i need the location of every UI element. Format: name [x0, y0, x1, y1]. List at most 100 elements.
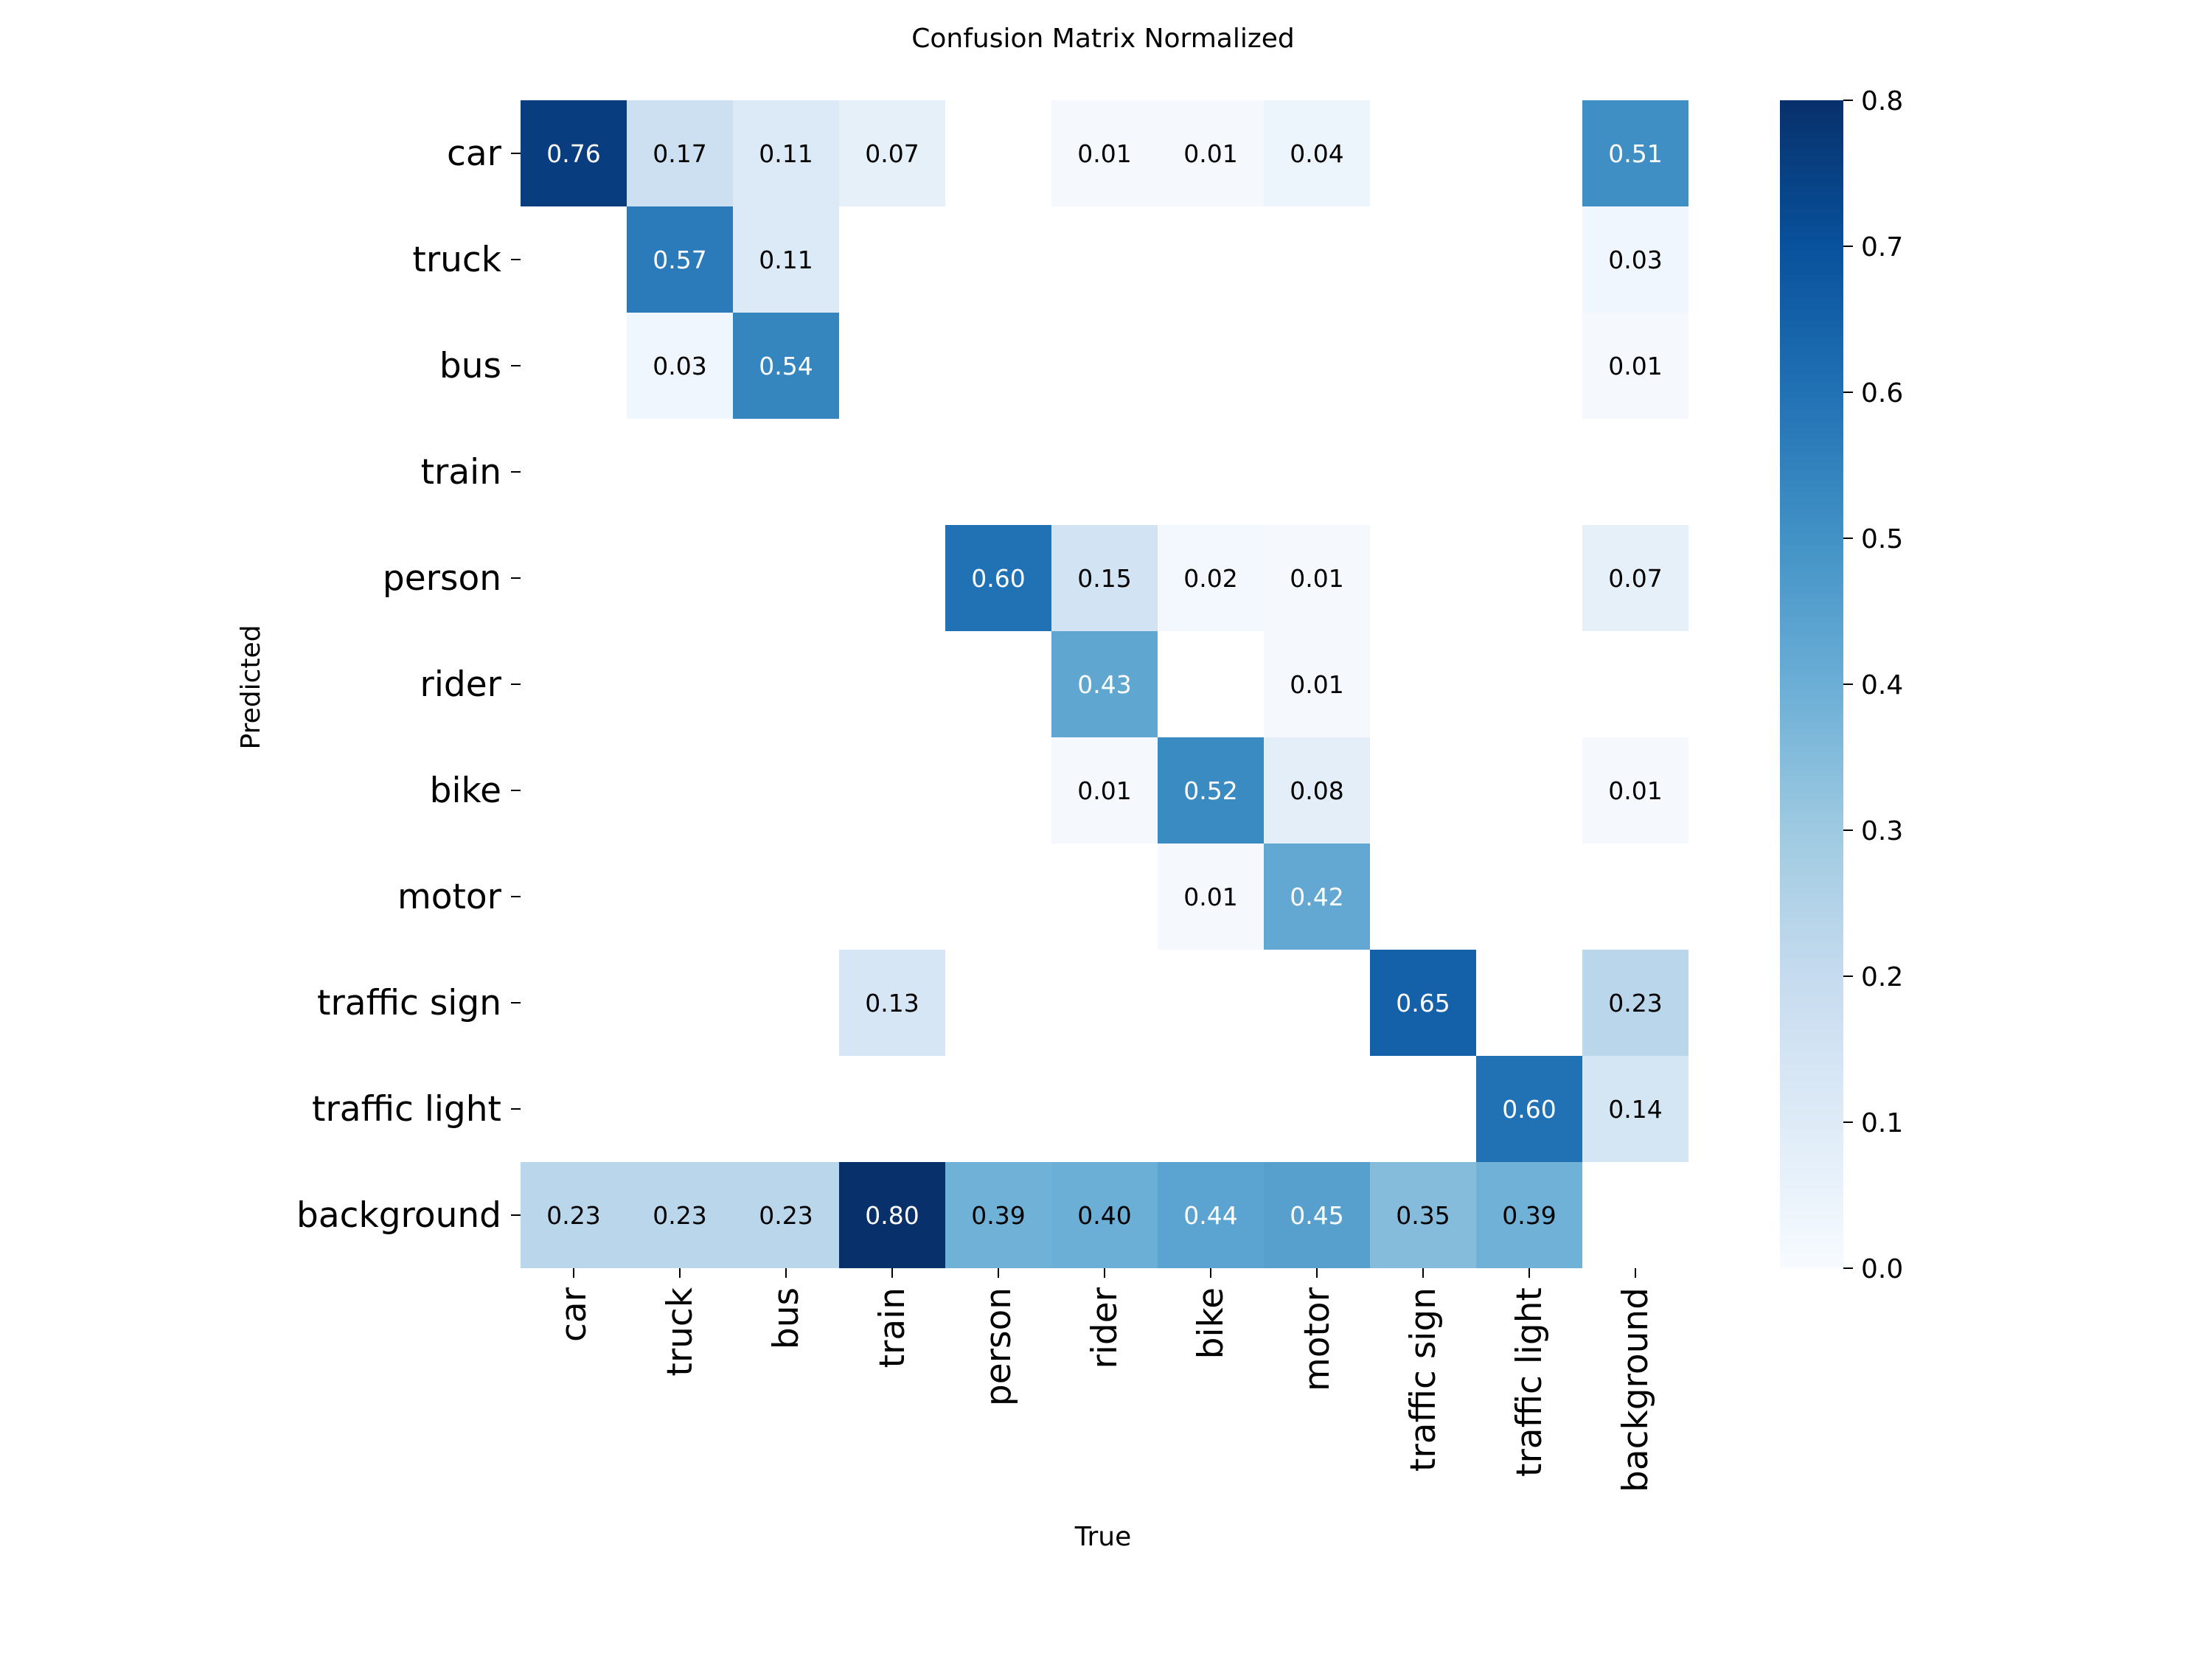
- cell-value-truck-background: 0.03: [1608, 246, 1662, 274]
- cell-truck-bus: [733, 206, 839, 313]
- y-tick-label-car: car: [447, 133, 502, 174]
- y-tick-label-train: train: [421, 452, 501, 493]
- cell-value-background-motor: 0.45: [1290, 1201, 1343, 1230]
- cell-value-background-bike: 0.44: [1183, 1201, 1237, 1230]
- cell-person-person: [945, 525, 1051, 631]
- x-tick-label-traffic-sign: traffic sign: [1403, 1287, 1444, 1472]
- x-tick-label-truck: truck: [660, 1287, 700, 1376]
- cell-car-car: [521, 100, 627, 206]
- cell-background-traffic-sign: [1370, 1162, 1476, 1268]
- cell-value-traffic-sign-background: 0.23: [1608, 989, 1662, 1018]
- colorbar-tick-label: 0.1: [1861, 1108, 1903, 1138]
- x-tick-label-train: train: [872, 1287, 913, 1368]
- y-tick-label-bike: bike: [430, 771, 501, 811]
- cell-background-motor: [1264, 1162, 1370, 1268]
- y-tick-label-traffic-light: traffic light: [312, 1089, 501, 1130]
- x-tick-labels: car truck bus train person rider bike motor traf…: [554, 1268, 1656, 1492]
- y-tick-label-bus: bus: [439, 346, 501, 386]
- cell-person-rider: [1051, 525, 1158, 631]
- cell-value-car-background: 0.51: [1608, 139, 1662, 168]
- x-axis-label: True: [1074, 1522, 1131, 1552]
- cell-traffic-light-background: [1582, 1056, 1688, 1162]
- y-tick-label-rider: rider: [420, 664, 502, 705]
- cell-value-motor-motor: 0.42: [1290, 883, 1343, 911]
- cell-value-rider-rider: 0.43: [1077, 670, 1131, 699]
- cell-value-bus-truck: 0.03: [653, 352, 706, 380]
- cell-motor-motor: [1264, 844, 1370, 950]
- colorbar-tick-label: 0.4: [1861, 670, 1903, 700]
- x-tick-label-motor: motor: [1297, 1287, 1338, 1391]
- cell-background-car: [521, 1162, 627, 1268]
- cell-value-background-bus: 0.23: [759, 1201, 813, 1230]
- cell-value-traffic-light-background: 0.14: [1608, 1095, 1662, 1124]
- cell-person-background: [1582, 525, 1688, 631]
- cell-value-person-motor: 0.01: [1290, 564, 1343, 593]
- cell-value-car-train: 0.07: [865, 139, 919, 168]
- cell-background-person: [945, 1162, 1051, 1268]
- cell-truck-background: [1582, 206, 1688, 313]
- cell-person-bike: [1158, 525, 1264, 631]
- y-tick-label-person: person: [383, 558, 501, 599]
- cell-value-person-person: 0.60: [971, 564, 1025, 593]
- cell-bike-rider: [1051, 737, 1158, 844]
- cell-value-bike-bike: 0.52: [1183, 776, 1237, 805]
- cell-car-truck: [627, 100, 733, 206]
- cell-value-car-truck: 0.17: [653, 139, 706, 168]
- cell-background-bus: [733, 1162, 839, 1268]
- cell-value-person-bike: 0.02: [1183, 564, 1237, 593]
- cell-value-truck-bus: 0.11: [759, 246, 813, 274]
- cell-value-background-train: 0.80: [865, 1201, 919, 1230]
- cell-value-car-bike: 0.01: [1183, 139, 1237, 168]
- cell-value-background-traffic-sign: 0.35: [1396, 1201, 1450, 1230]
- y-tick-label-motor: motor: [397, 877, 502, 917]
- y-tick-label-truck: truck: [412, 240, 501, 280]
- cell-car-background: [1582, 100, 1688, 206]
- cell-bike-background: [1582, 737, 1688, 844]
- cell-traffic-sign-train: [839, 950, 945, 1056]
- colorbar-tick-label: 0.3: [1861, 816, 1903, 846]
- cell-background-rider: [1051, 1162, 1158, 1268]
- colorbar-tick-label: 0.6: [1861, 378, 1903, 408]
- colorbar-bar: [1780, 100, 1843, 1268]
- colorbar-tick-label: 0.2: [1861, 962, 1903, 992]
- cell-value-background-rider: 0.40: [1077, 1201, 1131, 1230]
- y-tick-labels: car truck bus train person rider bike motor traf…: [296, 133, 521, 1236]
- cell-car-motor: [1264, 100, 1370, 206]
- x-tick-label-person: person: [978, 1287, 1019, 1406]
- x-tick-label-bus: bus: [766, 1287, 807, 1349]
- cell-background-truck: [627, 1162, 733, 1268]
- x-tick-label-traffic-light: traffic light: [1509, 1287, 1550, 1477]
- cell-bike-bike: [1158, 737, 1264, 844]
- chart-title: Confusion Matrix Normalized: [911, 24, 1294, 54]
- cell-value-bus-background: 0.01: [1608, 352, 1662, 380]
- y-tick-label-traffic-sign: traffic sign: [317, 983, 501, 1023]
- x-tick-label-car: car: [554, 1287, 594, 1342]
- cell-bus-background: [1582, 313, 1688, 419]
- x-tick-label-rider: rider: [1085, 1287, 1125, 1368]
- cell-value-background-person: 0.39: [971, 1201, 1025, 1230]
- cell-value-background-traffic-light: 0.39: [1502, 1201, 1556, 1230]
- cell-value-car-car: 0.76: [546, 139, 600, 168]
- heatmap-cells: 0.76 0.17 0.11 0.07 0.01 0.01 0.04 0.51 0.57 0.11…: [521, 100, 1688, 1268]
- colorbar: 0.0 0.1 0.2 0.3 0.4 0.5 0.6 0.7 0.8: [1780, 86, 1903, 1284]
- cell-rider-rider: [1051, 631, 1158, 737]
- x-tick-label-background: background: [1615, 1287, 1656, 1492]
- cell-motor-bike: [1158, 844, 1264, 950]
- y-axis-label: Predicted: [236, 625, 266, 750]
- cell-car-train: [839, 100, 945, 206]
- cell-value-truck-truck: 0.57: [653, 246, 706, 274]
- cell-value-bike-rider: 0.01: [1077, 776, 1131, 805]
- cell-value-motor-bike: 0.01: [1183, 883, 1237, 911]
- y-tick-label-background: background: [296, 1195, 501, 1236]
- cell-value-background-car: 0.23: [546, 1201, 600, 1230]
- cell-value-traffic-light-traffic-light: 0.60: [1502, 1095, 1556, 1124]
- cell-traffic-sign-traffic-sign: [1370, 950, 1476, 1056]
- cell-traffic-light-traffic-light: [1476, 1056, 1582, 1162]
- cell-value-traffic-sign-traffic-sign: 0.65: [1396, 989, 1450, 1018]
- x-tick-label-bike: bike: [1191, 1287, 1231, 1359]
- cell-value-car-motor: 0.04: [1290, 139, 1343, 168]
- cell-background-bike: [1158, 1162, 1264, 1268]
- cell-bus-truck: [627, 313, 733, 419]
- cell-car-bike: [1158, 100, 1264, 206]
- cell-traffic-sign-background: [1582, 950, 1688, 1056]
